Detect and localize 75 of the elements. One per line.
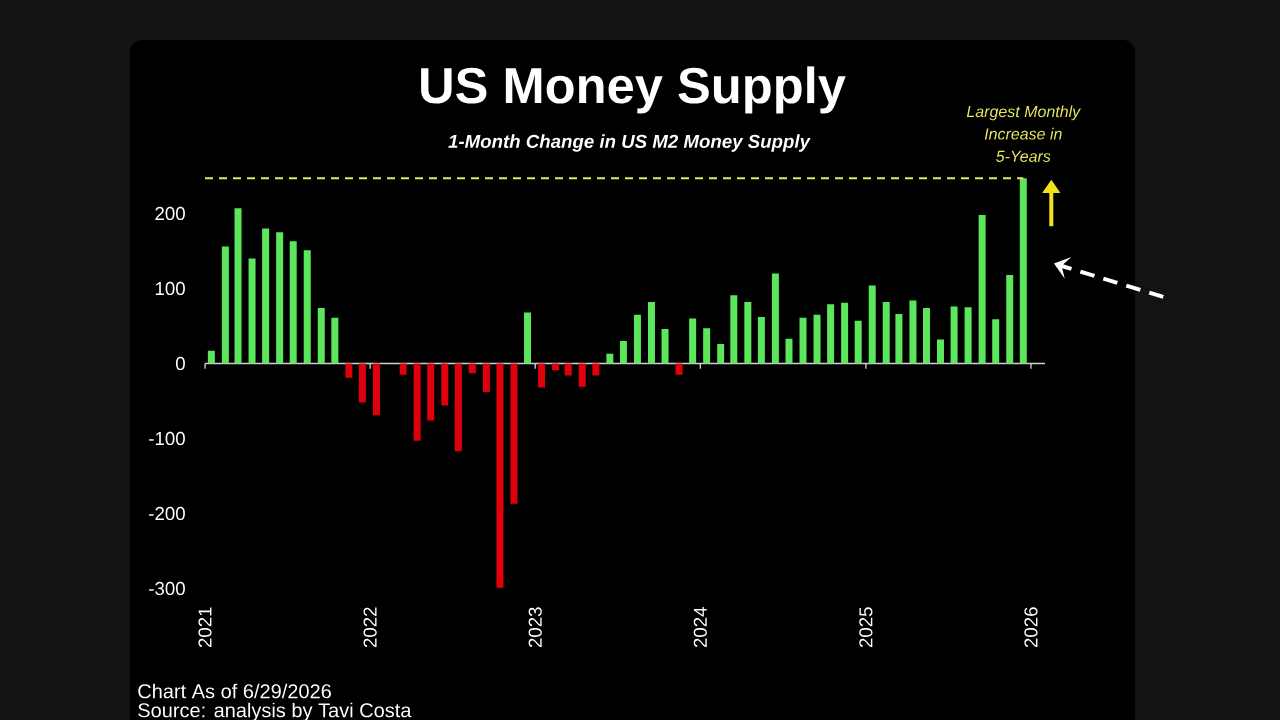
bar [413, 363, 421, 441]
bar [221, 246, 229, 364]
x-tick-label: 2023 [528, 607, 542, 648]
bar [1006, 274, 1014, 364]
y-tick-label: -100 [149, 431, 185, 446]
y-tick-label: 0 [175, 356, 185, 371]
bar [689, 318, 697, 364]
bar [552, 363, 560, 371]
chart-subtitle: 1-Month Change in US M2 Money Supply [448, 134, 811, 152]
bar [358, 363, 366, 403]
bar [964, 307, 972, 364]
bar [744, 301, 752, 364]
y-tick-label: -200 [149, 506, 185, 521]
bar [799, 317, 807, 364]
ref-line-label: Largest Monthly Increase in 5-Years [966, 105, 1081, 162]
bar [510, 363, 518, 504]
bar [813, 314, 821, 364]
bar [262, 228, 270, 364]
bar [619, 340, 627, 364]
bar [468, 363, 476, 374]
bar [578, 363, 586, 387]
bar [276, 232, 284, 364]
bar [454, 363, 462, 452]
bar [496, 363, 504, 588]
bar [730, 295, 738, 364]
bar [661, 328, 669, 364]
bar [303, 250, 311, 364]
bar [675, 363, 683, 375]
bar [868, 285, 876, 364]
bar [922, 307, 930, 364]
bar [882, 301, 890, 364]
bar [441, 363, 449, 406]
bar [399, 363, 407, 375]
bar [978, 214, 986, 364]
x-tick-label: 2021 [198, 607, 212, 648]
bar [895, 313, 903, 364]
text: Chart As of 6/29/2026 [138, 683, 331, 699]
bar [248, 258, 256, 364]
bar [564, 363, 572, 376]
x-tick-label: 2025 [859, 607, 873, 648]
y-tick-label: 100 [155, 281, 185, 296]
bar [909, 300, 917, 364]
bar [757, 316, 765, 364]
bar [207, 350, 215, 364]
bar [345, 363, 353, 378]
bar [427, 363, 435, 421]
x-tick-label: 2022 [363, 607, 377, 648]
y-tick-label: -300 [149, 581, 185, 596]
bar [592, 363, 600, 376]
bar [771, 273, 779, 364]
bar [289, 241, 297, 364]
bar [482, 363, 490, 392]
x-tick-label: 2026 [1024, 607, 1038, 648]
x-tick-label: 2024 [693, 607, 707, 648]
bar [331, 317, 339, 364]
bar [937, 339, 945, 364]
bar [703, 328, 711, 364]
bar [372, 363, 380, 416]
y-tick-label: 200 [155, 206, 185, 221]
bar [717, 343, 725, 364]
bar [854, 320, 862, 364]
bar [992, 319, 1000, 364]
bar [827, 304, 835, 364]
bar [950, 306, 958, 364]
bar [1019, 178, 1027, 364]
bar [234, 208, 242, 364]
bar [785, 338, 793, 364]
bar [524, 312, 532, 364]
chart-title: US Money Supply [421, 66, 846, 114]
bar [633, 314, 641, 364]
bar [317, 307, 325, 364]
bar [538, 363, 546, 388]
bar [606, 353, 614, 364]
bar [647, 301, 655, 364]
bar [841, 302, 849, 364]
